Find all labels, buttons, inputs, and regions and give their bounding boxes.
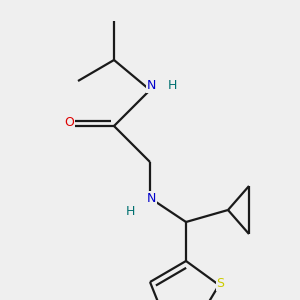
Text: S: S <box>217 277 224 290</box>
Text: H: H <box>168 79 177 92</box>
Text: N: N <box>147 191 156 205</box>
Text: H: H <box>126 205 135 218</box>
Text: N: N <box>147 79 156 92</box>
Text: O: O <box>64 116 74 129</box>
